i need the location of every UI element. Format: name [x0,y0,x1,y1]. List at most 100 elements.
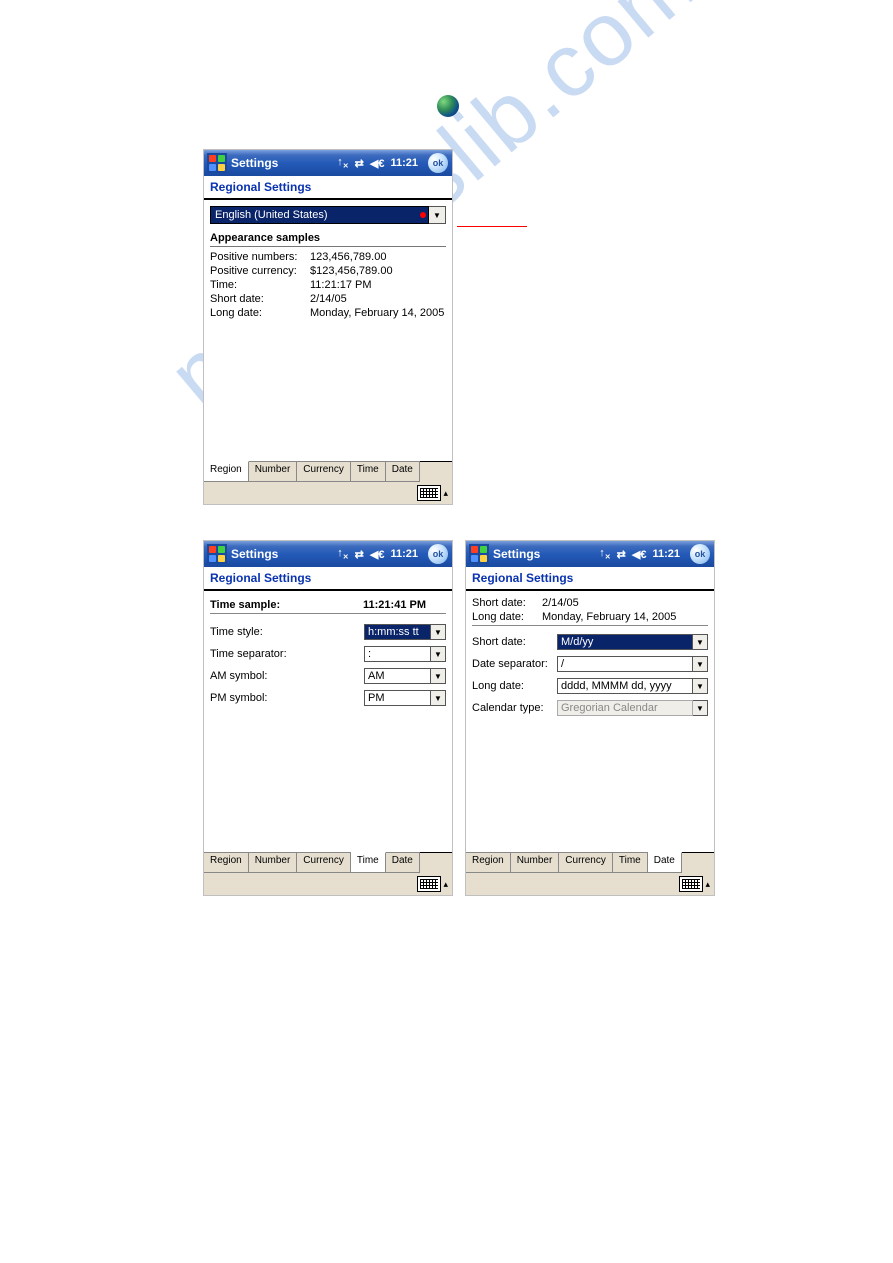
ok-button[interactable]: ok [690,544,710,564]
region-panel: Settings ↑✕ ⇄ ◀€ 11:21 ok Regional Setti… [203,149,453,505]
time-field-row: PM symbol: PM ▼ [210,690,446,706]
tab-date[interactable]: Date [386,461,420,482]
field-dropdown: Gregorian Calendar ▼ [557,700,708,716]
bottom-bar: ▴ [204,873,452,895]
field-dropdown[interactable]: / ▼ [557,656,708,672]
signal-icon: ↑✕ [599,547,610,561]
date-field-row: Date separator: / ▼ [472,656,708,672]
sample-row: Short date:2/14/05 [210,293,446,305]
field-value: / [557,656,693,672]
field-dropdown[interactable]: h:mm:ss tt ▼ [364,624,446,640]
start-flag-icon[interactable] [207,153,227,173]
sample-value: Monday, February 14, 2005 [310,307,446,319]
time-field-row: AM symbol: AM ▼ [210,668,446,684]
field-value: M/d/yy [557,634,693,650]
clock-text: 11:21 [390,157,418,169]
date-field-row: Short date: M/d/yy ▼ [472,634,708,650]
tab-number[interactable]: Number [249,852,298,873]
samples-rows: Positive numbers:123,456,789.00Positive … [210,251,446,319]
tab-date[interactable]: Date [386,852,420,873]
dropdown-arrow-icon[interactable]: ▼ [693,634,708,650]
sync-icon: ⇄ [617,548,626,561]
sip-arrow-icon[interactable]: ▴ [705,879,710,890]
tab-region[interactable]: Region [204,852,249,873]
field-label: Time style: [210,626,364,638]
ok-button[interactable]: ok [428,153,448,173]
sample-row: Long date:Monday, February 14, 2005 [210,307,446,319]
titlebar: Settings ↑✕ ⇄ ◀€ 11:21 ok [204,150,452,176]
sip-arrow-icon[interactable]: ▴ [443,488,448,499]
tab-currency[interactable]: Currency [297,852,351,873]
keyboard-icon[interactable] [417,485,441,501]
tab-region[interactable]: Region [466,852,511,873]
field-value: dddd, MMMM dd, yyyy [557,678,693,694]
field-dropdown[interactable]: : ▼ [364,646,446,662]
bottom-bar: ▴ [466,873,714,895]
field-value: PM [364,690,431,706]
time-field-row: Time separator: : ▼ [210,646,446,662]
dropdown-arrow-icon[interactable]: ▼ [431,646,446,662]
field-dropdown[interactable]: M/d/yy ▼ [557,634,708,650]
title-text: Settings [231,156,278,170]
keyboard-icon[interactable] [679,876,703,892]
bottom-bar: ▴ [204,482,452,504]
volume-icon: ◀€ [632,548,647,561]
status-icons: ↑✕ ⇄ ◀€ 11:21 ok [599,544,714,564]
dropdown-arrow-icon[interactable]: ▼ [431,668,446,684]
sip-arrow-icon[interactable]: ▴ [443,879,448,890]
tab-date[interactable]: Date [648,852,682,873]
sample-value: Monday, February 14, 2005 [542,611,708,623]
dropdown-arrow-icon[interactable]: ▼ [693,678,708,694]
title-text: Settings [231,547,278,561]
field-value: Gregorian Calendar [557,700,693,716]
field-value: : [364,646,431,662]
tab-number[interactable]: Number [249,461,298,482]
field-dropdown[interactable]: PM ▼ [364,690,446,706]
date-field-row: Long date: dddd, MMMM dd, yyyy ▼ [472,678,708,694]
tab-number[interactable]: Number [511,852,560,873]
titlebar: Settings ↑✕ ⇄ ◀€ 11:21 ok [204,541,452,567]
samples-heading: Appearance samples [210,230,446,247]
sample-row: Short date:2/14/05 [472,597,708,609]
tab-time[interactable]: Time [351,461,386,482]
tab-region[interactable]: Region [204,461,249,482]
status-icons: ↑✕ ⇄ ◀€ 11:21 ok [337,544,452,564]
sample-label: Long date: [472,611,542,623]
dropdown-arrow-icon[interactable]: ▼ [693,656,708,672]
clock-text: 11:21 [390,548,418,560]
sample-value: 123,456,789.00 [310,251,446,263]
ok-button[interactable]: ok [428,544,448,564]
sample-label: Positive currency: [210,265,310,277]
field-label: Short date: [472,636,557,648]
field-dropdown[interactable]: dddd, MMMM dd, yyyy ▼ [557,678,708,694]
start-flag-icon[interactable] [207,544,227,564]
dropdown-arrow-icon[interactable]: ▼ [431,690,446,706]
keyboard-icon[interactable] [417,876,441,892]
globe-icon [437,95,459,117]
sample-label: Short date: [210,293,310,305]
language-dropdown[interactable]: English (United States) ▼ [210,206,446,224]
tab-bar: RegionNumberCurrencyTimeDate [466,852,714,873]
clock-text: 11:21 [652,548,680,560]
field-label: Date separator: [472,658,557,670]
time-panel: Settings ↑✕ ⇄ ◀€ 11:21 ok Regional Setti… [203,540,453,896]
tab-currency[interactable]: Currency [559,852,613,873]
sample-label: Positive numbers: [210,251,310,263]
dropdown-arrow-icon[interactable]: ▼ [431,624,446,640]
start-flag-icon[interactable] [469,544,489,564]
sample-value: $123,456,789.00 [310,265,446,277]
tab-time[interactable]: Time [613,852,648,873]
callout-line [457,226,527,227]
tab-time[interactable]: Time [351,852,386,873]
tab-currency[interactable]: Currency [297,461,351,482]
tab-bar: RegionNumberCurrencyTimeDate [204,852,452,873]
callout-dot [420,212,426,218]
subtitle: Regional Settings [204,567,452,591]
dropdown-arrow-icon[interactable]: ▼ [429,206,446,224]
field-label: Calendar type: [472,702,557,714]
sample-label: Short date: [472,597,542,609]
tab-bar: RegionNumberCurrencyTimeDate [204,461,452,482]
titlebar: Settings ↑✕ ⇄ ◀€ 11:21 ok [466,541,714,567]
field-dropdown[interactable]: AM ▼ [364,668,446,684]
dropdown-arrow-icon: ▼ [693,700,708,716]
